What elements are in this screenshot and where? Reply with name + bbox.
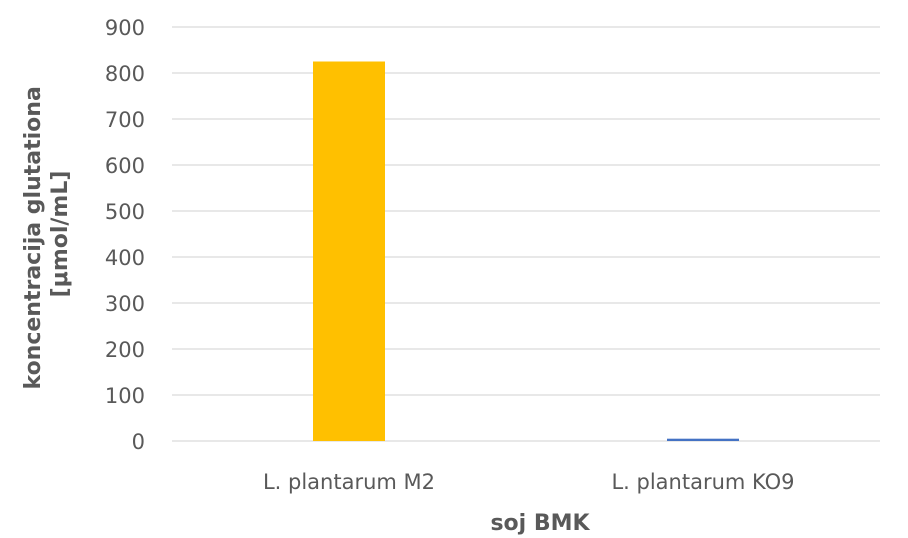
y-tick-label: 900 (105, 16, 145, 40)
y-tick-label: 500 (105, 200, 145, 224)
bar-1 (313, 61, 385, 441)
x-category-label: L. plantarum M2 (263, 470, 435, 494)
x-axis-title: soj BMK (490, 511, 590, 536)
y-axis-title-line-2: [μmol/mL] (48, 171, 73, 298)
bars (313, 61, 739, 441)
y-tick-label: 400 (105, 246, 145, 270)
y-tick-label: 700 (105, 108, 145, 132)
bar-2 (667, 438, 739, 441)
y-tick-labels: 0 100 200 300 400 500 600 700 800 900 (105, 16, 145, 454)
y-tick-label: 0 (132, 430, 145, 454)
y-tick-label: 300 (105, 292, 145, 316)
y-tick-label: 100 (105, 384, 145, 408)
y-tick-label: 600 (105, 154, 145, 178)
gridlines (172, 26, 880, 442)
y-axis-title-line-1: koncentracija glutationa (21, 86, 46, 389)
y-tick-label: 200 (105, 338, 145, 362)
y-axis-title: koncentracija glutationa [μmol/mL] (21, 79, 73, 390)
x-category-label: L. plantarum KO9 (611, 470, 794, 494)
y-tick-label: 800 (105, 62, 145, 86)
x-category-labels: L. plantarum M2 L. plantarum KO9 (263, 470, 795, 494)
